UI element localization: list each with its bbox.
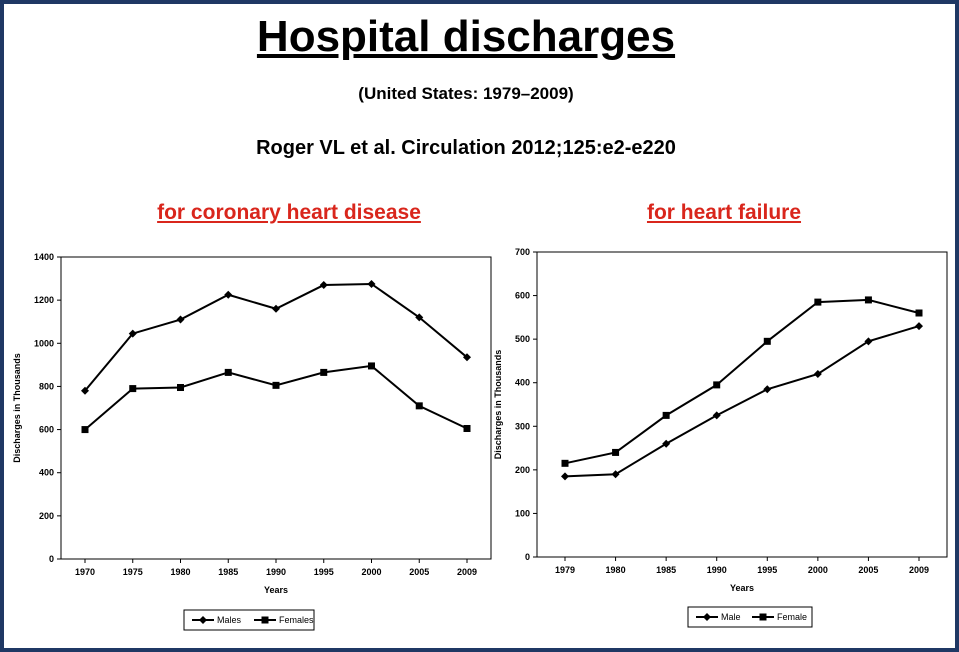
- y-tick-label: 1200: [34, 295, 54, 305]
- x-tick-label: 1980: [170, 567, 190, 577]
- data-point-males: [367, 279, 376, 288]
- chart-heading-hf: for heart failure: [646, 201, 802, 224]
- series-line-females: [84, 364, 468, 431]
- x-tick-label: 1990: [266, 567, 286, 577]
- data-point-females: [177, 384, 184, 392]
- data-point-females: [415, 402, 423, 410]
- slide: Hospital discharges (United States: 1979…: [4, 4, 955, 648]
- x-tick-label: 2000: [361, 567, 381, 577]
- data-point-males: [81, 386, 89, 395]
- data-point-males: [224, 290, 233, 299]
- y-tick-label: 1000: [34, 338, 54, 348]
- x-tick-label: 1995: [314, 567, 334, 577]
- legend-marker: [199, 616, 207, 624]
- data-point-males: [128, 329, 137, 338]
- y-tick-label: 800: [39, 381, 54, 391]
- data-point-females: [463, 424, 471, 432]
- plot-area: [60, 256, 492, 560]
- data-point-males: [415, 313, 424, 322]
- y-axis-label: Discharges in Thousands: [12, 353, 22, 463]
- citation: Roger VL et al. Circulation 2012;125:e2-…: [256, 137, 676, 159]
- legend-marker: [261, 616, 269, 624]
- data-point-males: [272, 304, 280, 313]
- data-point-females: [320, 368, 328, 376]
- data-point-males: [176, 315, 185, 324]
- data-point-males: [319, 281, 328, 290]
- data-point-females: [224, 368, 232, 376]
- x-tick-label: 1975: [123, 567, 143, 577]
- x-tick-label: 2009: [457, 567, 477, 577]
- x-tick-label: 1970: [75, 567, 95, 577]
- series-line-males: [84, 282, 468, 392]
- y-tick-label: 200: [39, 511, 54, 521]
- legend-label: Males: [217, 615, 242, 625]
- data-point-females: [368, 362, 375, 370]
- x-axis-label: Years: [264, 585, 288, 595]
- x-tick-label: 2005: [409, 567, 429, 577]
- slide-title: Hospital discharges: [256, 12, 676, 61]
- y-tick-label: 0: [49, 554, 54, 564]
- x-tick-label: 1985: [218, 567, 238, 577]
- legend: [183, 609, 315, 631]
- y-tick-label: 1400: [34, 252, 54, 262]
- legend-label: Females: [279, 615, 314, 625]
- chart-heading-chd: for coronary heart disease: [157, 201, 421, 224]
- data-point-males: [463, 353, 471, 362]
- y-tick-label: 400: [39, 468, 54, 478]
- chart-1-group: 0 200 400 600 800 1000 1200 1400 1970 1975 1980 198…: [12, 252, 492, 631]
- data-point-females: [81, 426, 89, 434]
- slide-subtitle: (United States: 1979–2009): [358, 84, 574, 103]
- chart-coronary-heart-disease: 0 200 400 600 800 1000 1200 1400 1970 1975 1980 198…: [12, 252, 492, 631]
- y-tick-label: 600: [39, 425, 54, 435]
- data-point-females: [272, 381, 280, 389]
- data-point-females: [129, 385, 137, 393]
